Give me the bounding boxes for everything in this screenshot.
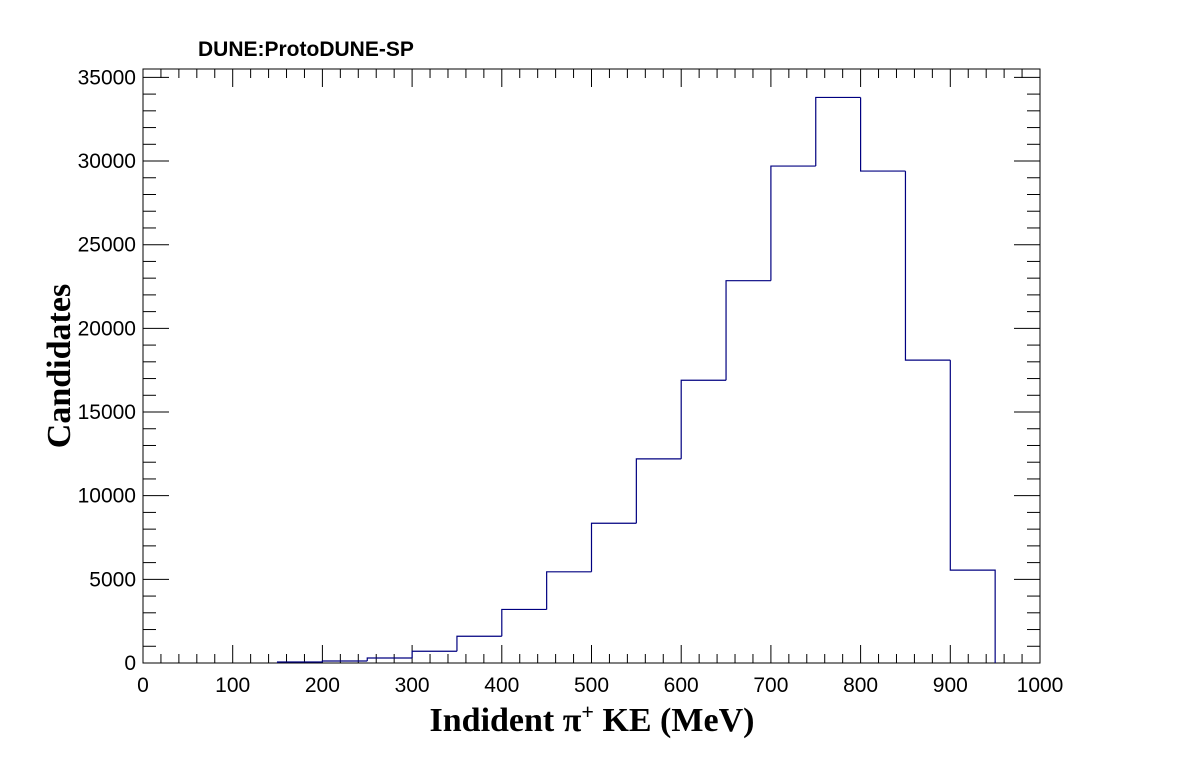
x-axis-ticks: 0 100 200 300 400 500 600 700 800 900 1000 (137, 69, 1063, 697)
x-tick-label: 1000 (1017, 674, 1064, 697)
x-tick-label: 0 (137, 674, 149, 697)
histogram-bin (860, 97, 906, 172)
y-axis-title: Candidates (41, 284, 78, 448)
histogram-bins (276, 96, 996, 663)
chart-title: DUNE:ProtoDUNE-SP (198, 38, 414, 61)
histogram-bin (366, 657, 413, 661)
histogram-bin (546, 571, 592, 610)
x-tick-label: 300 (395, 674, 430, 697)
x-tick-label: 400 (484, 674, 519, 697)
y-tick-label: 35000 (78, 66, 136, 89)
y-tick-label: 0 (124, 652, 136, 675)
histogram-bin (501, 608, 547, 637)
histogram-bin (456, 635, 502, 652)
plot-frame (142, 68, 1041, 664)
y-tick-label: 25000 (78, 234, 136, 257)
x-tick-label: 800 (843, 674, 878, 697)
histogram-bin (276, 661, 323, 663)
histogram-bin (770, 165, 816, 281)
y-axis-ticks: 0 5000 10000 15000 20000 25000 30000 35000 (78, 66, 1040, 675)
x-axis-title-units: KE (MeV) (594, 702, 755, 739)
x-tick-label: 200 (305, 674, 340, 697)
histogram-bin (815, 96, 861, 167)
histogram-bin (635, 458, 682, 524)
x-axis-title: Indident π+ KE (MeV) (430, 699, 755, 739)
y-tick-label: 5000 (89, 568, 136, 591)
x-tick-label: 500 (574, 674, 609, 697)
x-axis-title-main: Indident π (430, 702, 582, 739)
x-tick-label: 700 (753, 674, 788, 697)
x-axis-title-superscript: + (581, 699, 594, 724)
x-tick-label: 600 (664, 674, 699, 697)
histogram-bin (949, 360, 996, 663)
histogram-bin (725, 280, 771, 381)
histogram-bin (904, 171, 951, 361)
x-tick-label: 900 (933, 674, 968, 697)
x-tick-label: 100 (215, 674, 250, 697)
histogram-bin (411, 650, 457, 658)
y-tick-label: 30000 (78, 150, 136, 173)
y-tick-label: 15000 (78, 401, 136, 424)
y-tick-label: 10000 (78, 485, 136, 508)
histogram-bin (680, 379, 727, 459)
histogram-bin (321, 660, 368, 662)
y-tick-label: 20000 (78, 317, 136, 340)
histogram-bin (590, 522, 637, 572)
